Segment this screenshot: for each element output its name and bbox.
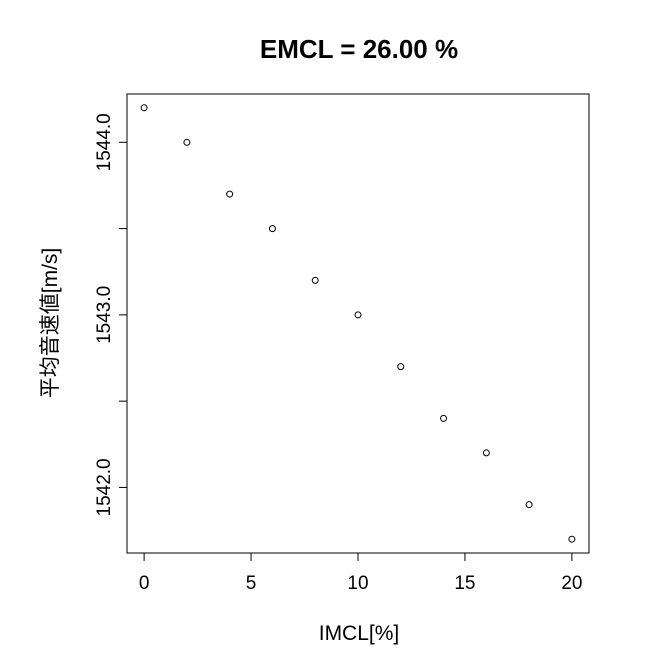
data-point	[525, 501, 533, 509]
data-points	[140, 104, 576, 543]
y-tick-label: 1542.0	[94, 458, 115, 516]
x-axis-label: IMCL[%]	[319, 622, 400, 645]
y-tick-label: 1544.0	[94, 113, 115, 171]
y-tick-label: 1543.0	[94, 286, 115, 344]
data-point	[140, 104, 148, 112]
data-point	[268, 225, 276, 233]
data-point	[183, 138, 191, 146]
x-tick-label: 5	[246, 573, 257, 594]
x-tick-label: 20	[561, 573, 582, 594]
data-point	[568, 535, 576, 543]
y-axis-label: 平均音速値[m/s]	[39, 248, 62, 399]
data-point	[397, 363, 405, 371]
plot-frame	[126, 93, 590, 554]
chart-title: EMCL = 26.00 %	[260, 34, 458, 64]
data-point	[311, 276, 319, 284]
data-point	[482, 449, 490, 457]
x-axis: 0 5 10 15 20	[139, 552, 582, 594]
x-tick-label: 0	[139, 573, 150, 594]
y-axis: 1542.0 1543.0 1544.0	[94, 113, 128, 516]
x-tick-label: 15	[454, 573, 475, 594]
x-tick-label: 10	[347, 573, 368, 594]
data-point	[226, 190, 234, 198]
data-point	[440, 414, 448, 422]
data-point	[354, 311, 362, 319]
